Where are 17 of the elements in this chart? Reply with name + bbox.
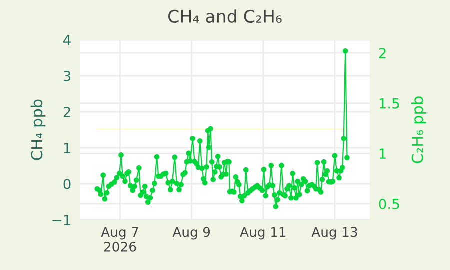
y-tick-label: 4 [64,35,71,46]
chart-title: CH₄ and C₂H₆ [168,10,282,24]
y-tick-label: 3 [64,70,71,82]
y2-tick-label: 1.5 [380,98,400,109]
x-tick-label: Aug 11 [240,227,286,240]
x-tick-label: Aug 7 2026 [101,227,138,252]
y-tick-label: −1 [52,215,70,226]
y2-axis-title: C₂H₆ ppb [412,96,426,164]
y2-tick-label: 2 [379,48,386,58]
x-tick-label: Aug 13 [312,227,358,240]
y2-tick-label: 1 [380,148,386,159]
y2-tick-label: 0.5 [379,198,400,210]
y-tick-label: 2 [64,106,70,118]
y-axis-title: CH₄ ppb [30,100,46,160]
x-tick-label: Aug 9 [172,227,210,240]
y-tick-label: 1 [64,143,70,154]
y-tick-label: 0 [64,178,71,190]
